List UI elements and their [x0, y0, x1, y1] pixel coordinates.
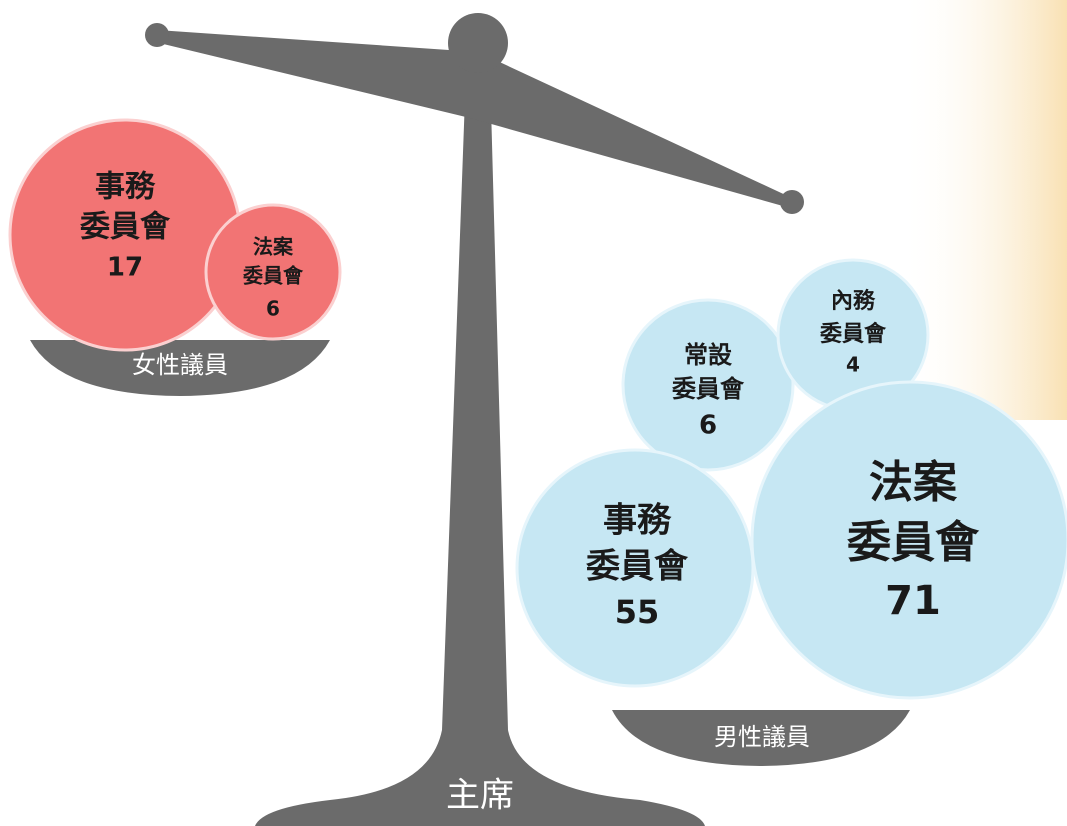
committee-name: 委員會 [671, 375, 745, 403]
stand [255, 70, 705, 826]
pan [612, 710, 910, 766]
committee-count: 55 [615, 593, 660, 631]
beam [155, 30, 792, 208]
beam-end [780, 190, 804, 214]
committee-name: 事務 [95, 170, 156, 205]
committee-count: 17 [107, 253, 143, 283]
pan [30, 340, 330, 396]
group-label: 女性議員 [132, 351, 228, 379]
beam-end [145, 23, 169, 47]
committee-count: 71 [885, 578, 941, 624]
pivot [448, 13, 508, 73]
committee-count: 6 [699, 411, 717, 441]
chair-label: 主席 [446, 776, 514, 816]
committee-count: 4 [846, 353, 860, 377]
committee-name: 法案 [869, 457, 958, 508]
committee-name: 委員會 [586, 547, 689, 587]
committee-name: 委員會 [820, 321, 887, 347]
committee-name: 內務 [831, 288, 876, 314]
committee-name: 事務 [603, 501, 672, 541]
committee-name: 委員會 [80, 210, 171, 245]
group-label: 男性議員 [714, 723, 810, 751]
bubble [204, 203, 342, 341]
bubble [621, 298, 795, 472]
committee-name: 委員會 [847, 517, 980, 568]
committee-name: 法案 [253, 235, 294, 259]
bubble [750, 380, 1067, 700]
committee-name: 常設 [684, 341, 733, 369]
committee-name: 委員會 [242, 264, 304, 288]
committee-count: 6 [266, 297, 280, 321]
